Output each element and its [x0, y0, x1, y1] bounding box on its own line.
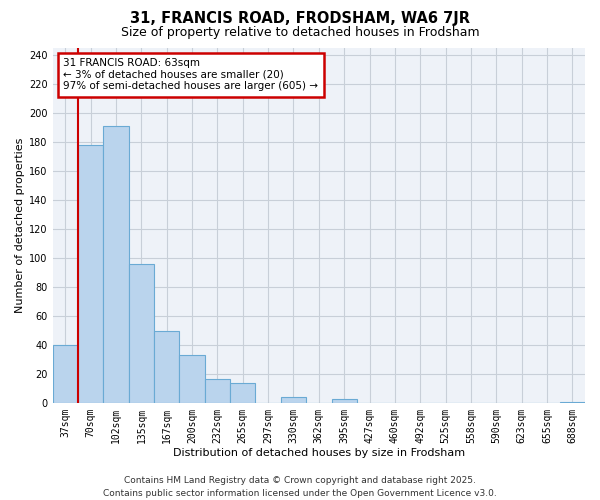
Text: 31, FRANCIS ROAD, FRODSHAM, WA6 7JR: 31, FRANCIS ROAD, FRODSHAM, WA6 7JR: [130, 11, 470, 26]
Bar: [332, 399, 357, 403]
Text: Contains HM Land Registry data © Crown copyright and database right 2025.
Contai: Contains HM Land Registry data © Crown c…: [103, 476, 497, 498]
Bar: [179, 356, 205, 403]
Bar: [154, 330, 179, 403]
Bar: [103, 126, 129, 403]
Y-axis label: Number of detached properties: Number of detached properties: [15, 138, 25, 313]
Bar: [53, 345, 78, 403]
Bar: [281, 398, 306, 403]
Bar: [205, 378, 230, 403]
Bar: [129, 264, 154, 403]
Text: Size of property relative to detached houses in Frodsham: Size of property relative to detached ho…: [121, 26, 479, 39]
Bar: [230, 383, 256, 403]
Bar: [560, 402, 585, 403]
Bar: [78, 145, 103, 403]
Text: 31 FRANCIS ROAD: 63sqm
← 3% of detached houses are smaller (20)
97% of semi-deta: 31 FRANCIS ROAD: 63sqm ← 3% of detached …: [63, 58, 318, 92]
X-axis label: Distribution of detached houses by size in Frodsham: Distribution of detached houses by size …: [173, 448, 465, 458]
